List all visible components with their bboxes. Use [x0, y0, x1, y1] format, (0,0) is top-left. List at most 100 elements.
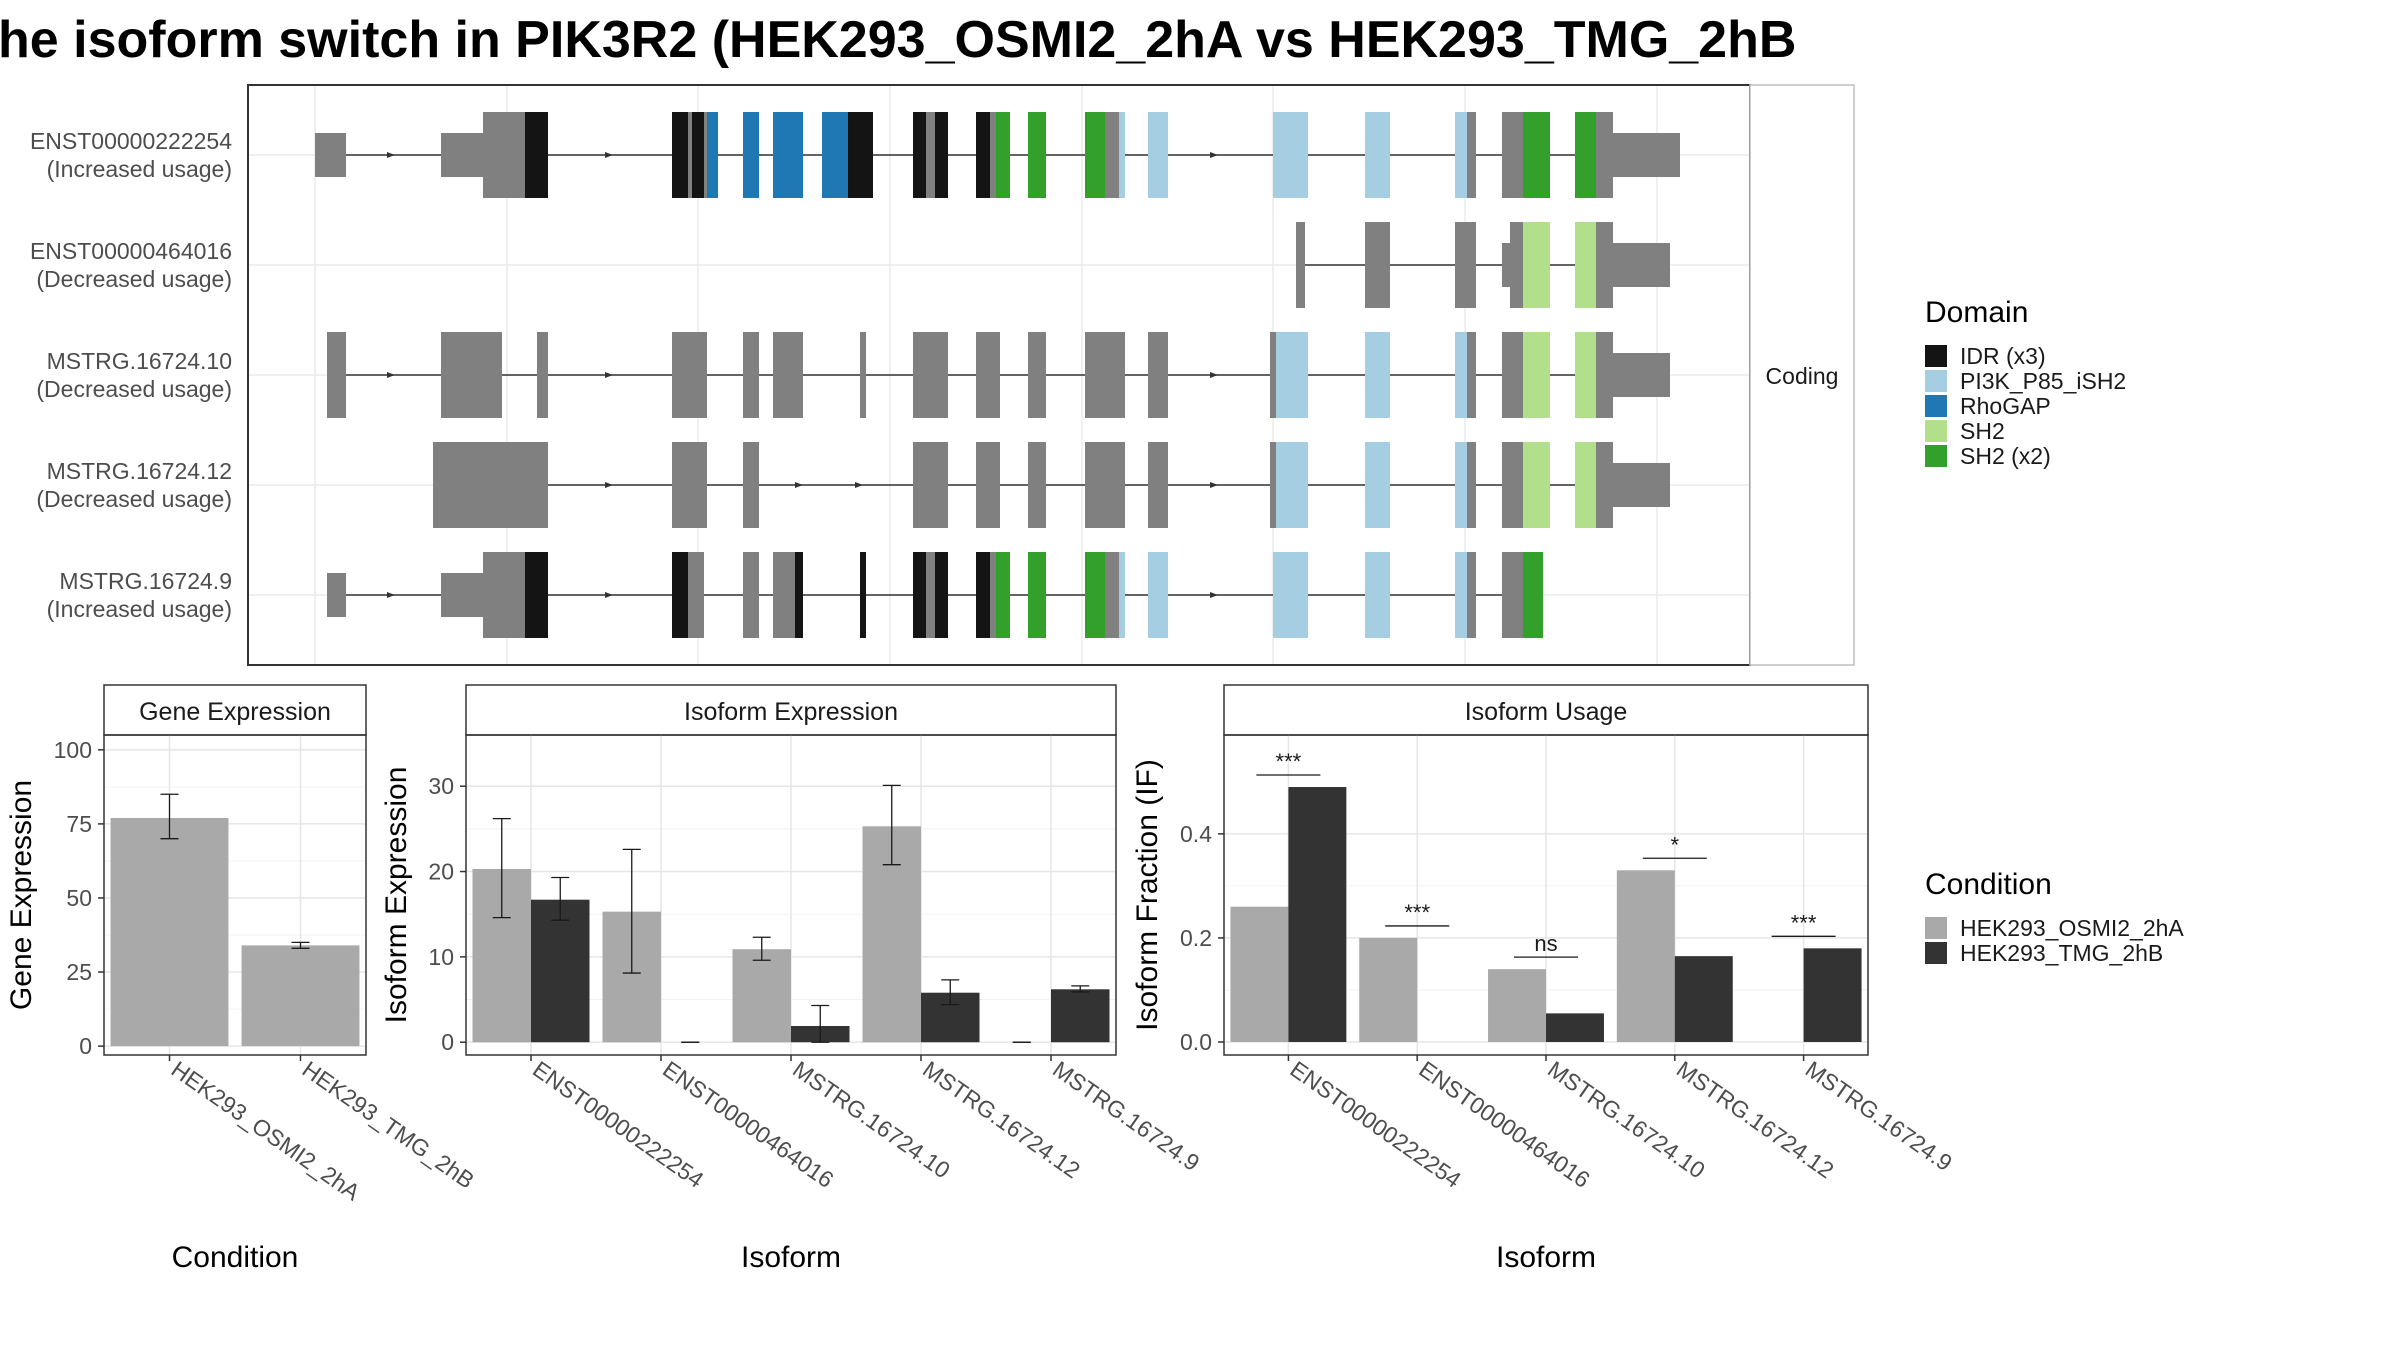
condition-legend-swatch — [1925, 917, 1947, 939]
x-axis-title: Isoform — [1496, 1241, 1596, 1274]
exon-block — [1467, 332, 1476, 418]
exon-block — [707, 112, 718, 198]
exon-block — [1365, 552, 1390, 638]
strand-arrow — [387, 152, 395, 158]
exon-block — [976, 442, 1000, 528]
exon-block — [525, 552, 548, 638]
exon-block — [976, 112, 990, 198]
y-axis-title: Isoform Expression — [380, 767, 413, 1024]
exon-block — [1365, 332, 1390, 418]
exon-block — [1596, 332, 1613, 418]
exon-block — [1455, 332, 1467, 418]
exon-block — [1502, 112, 1523, 198]
y-tick-label: 50 — [66, 885, 92, 911]
exon-block — [1085, 332, 1125, 418]
exon-block — [1365, 222, 1390, 308]
exon-block — [1467, 112, 1476, 198]
exon-block — [1276, 442, 1308, 528]
exon-block — [1467, 442, 1476, 528]
strand-arrow — [387, 372, 395, 378]
exon-block — [1575, 112, 1596, 198]
exon-block — [773, 112, 803, 198]
exon-block — [773, 332, 803, 418]
panel-strip — [465, 684, 1117, 736]
exon-block — [743, 442, 759, 528]
domain-legend: Domain IDR (x3)PI3K_P85_iSH2RhoGAPSH2SH2… — [1925, 296, 2126, 469]
significance-label: *** — [1404, 900, 1430, 925]
transcript-labels: ENST00000222254(Increased usage)ENST0000… — [30, 128, 232, 622]
strand-arrow — [1210, 592, 1218, 598]
panel-border — [103, 734, 367, 1056]
exon-block — [704, 112, 707, 198]
exon-block — [1276, 332, 1308, 418]
y-tick-label: 25 — [66, 959, 92, 985]
exon-block — [1523, 222, 1550, 308]
exon-block — [1596, 222, 1613, 308]
exon-block — [1273, 112, 1308, 198]
exon-block — [1273, 552, 1308, 638]
strand-arrow — [855, 482, 863, 488]
exon-block — [441, 332, 502, 418]
strand-arrow — [605, 152, 613, 158]
exon-block — [996, 552, 1010, 638]
significance-label: *** — [1791, 910, 1817, 935]
condition-legend-title: Condition — [1925, 868, 2052, 901]
exon-block — [688, 552, 704, 638]
y-tick-label: 30 — [428, 773, 454, 799]
bar — [1616, 870, 1675, 1042]
exon-block — [1028, 332, 1046, 418]
exon-block — [1455, 112, 1467, 198]
exon-block — [1365, 442, 1390, 528]
exon-block — [327, 332, 346, 418]
exon-block — [672, 442, 707, 528]
exon-block — [1596, 442, 1613, 528]
exon-block — [1467, 222, 1476, 308]
exon-block — [1523, 332, 1550, 418]
exon-block — [743, 112, 759, 198]
transcript-usage: (Decreased usage) — [36, 376, 232, 402]
exon-block — [1148, 442, 1168, 528]
transcript-track — [315, 112, 1680, 198]
exon-block — [976, 552, 990, 638]
exon-block — [1365, 112, 1390, 198]
significance-label: * — [1671, 832, 1680, 857]
exon-block — [1105, 552, 1119, 638]
transcript-track — [327, 552, 1543, 638]
domain-legend-swatch — [1925, 395, 1947, 417]
figure-title: he isoform switch in PIK3R2 (HEK293_OSMI… — [0, 11, 1796, 69]
exon-block — [1502, 552, 1523, 638]
exon-block — [315, 133, 346, 177]
domain-legend-swatch — [1925, 420, 1947, 442]
significance-label: *** — [1276, 749, 1302, 774]
exon-block — [1085, 112, 1105, 198]
exon-block — [1613, 243, 1670, 287]
exon-block — [537, 332, 548, 418]
transcript-usage: (Increased usage) — [47, 156, 232, 182]
bar — [1051, 989, 1110, 1043]
bar — [732, 949, 791, 1043]
y-tick-label: 0.2 — [1180, 925, 1212, 951]
exon-block — [990, 552, 996, 638]
y-tick-label: 0 — [441, 1029, 454, 1055]
exon-block — [1455, 442, 1467, 528]
exon-block — [1523, 442, 1550, 528]
strand-arrow — [795, 482, 803, 488]
transcript-tracks — [315, 112, 1680, 638]
exon-block — [525, 112, 548, 198]
panel-title: Isoform Expression — [684, 698, 898, 726]
panel-title: Isoform Usage — [1465, 698, 1628, 726]
strand-arrow — [605, 482, 613, 488]
exon-block — [913, 552, 926, 638]
exon-block — [1502, 243, 1510, 287]
exon-block — [1085, 442, 1125, 528]
exon-block — [1575, 332, 1596, 418]
coding-strip — [1749, 84, 1855, 666]
exon-block — [1119, 112, 1125, 198]
exon-block — [935, 552, 948, 638]
strand-arrow — [1210, 152, 1218, 158]
exon-block — [996, 112, 1010, 198]
exon-block — [913, 112, 926, 198]
bar — [241, 945, 360, 1047]
exon-block — [692, 112, 704, 198]
